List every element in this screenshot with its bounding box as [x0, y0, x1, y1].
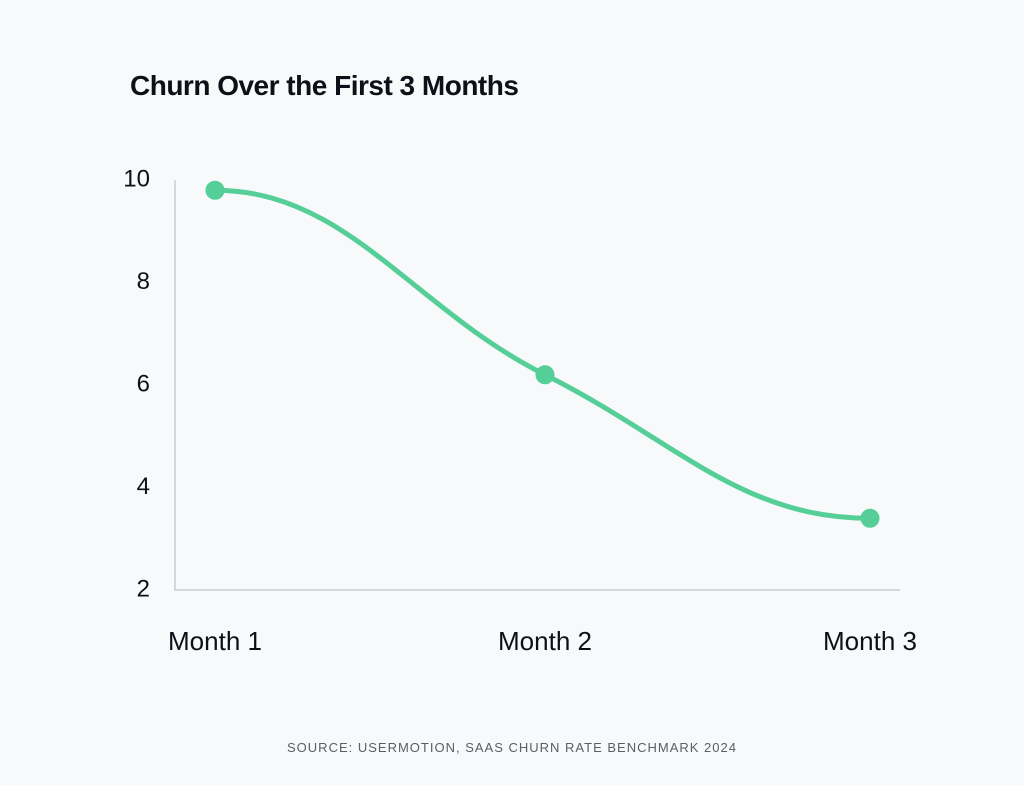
chart-page: Churn Over the First 3 Months 246810Mont…: [0, 0, 1024, 785]
data-point-marker: [861, 509, 879, 527]
x-category-label: Month 2: [498, 626, 592, 656]
data-point-marker: [536, 366, 554, 384]
line-chart: 2 4 6 8 10 Month 1 Month 2 Month 3: [0, 0, 1024, 785]
y-tick-label: 10: [123, 165, 150, 192]
x-category-label: Month 1: [168, 626, 262, 656]
axes: [175, 180, 900, 590]
y-tick-label: 2: [137, 575, 150, 602]
y-tick-label: 6: [137, 370, 150, 397]
y-tick-label: 4: [137, 473, 150, 500]
y-tick-label: 8: [137, 268, 150, 295]
series-line: [215, 190, 870, 518]
data-point-marker: [206, 181, 224, 199]
x-category-label: Month 3: [823, 626, 917, 656]
source-attribution: SOURCE: USERMOTION, SAAS CHURN RATE BENC…: [0, 740, 1024, 755]
